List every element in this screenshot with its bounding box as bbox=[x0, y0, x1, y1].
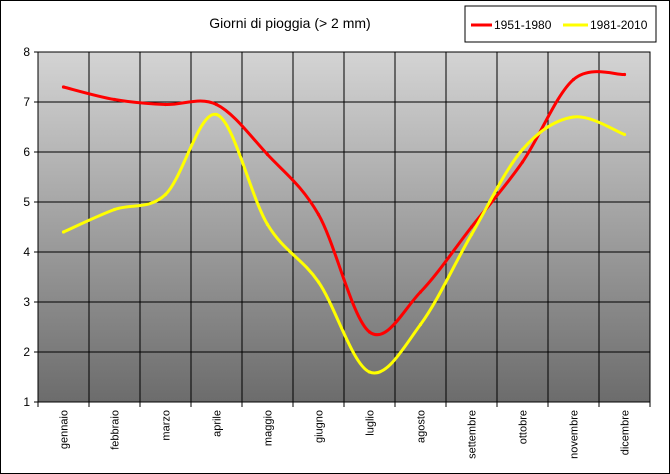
data-point-1981-2010-gennaio bbox=[61, 230, 66, 234]
x-tick-label-novembre: novembre bbox=[569, 410, 581, 459]
data-point-1951-1980-luglio bbox=[367, 330, 372, 334]
x-tick-label-febbraio: febbraio bbox=[110, 410, 122, 450]
data-point-1951-1980-maggio bbox=[265, 152, 270, 157]
series-lines bbox=[61, 70, 627, 375]
data-point-1981-2010-aprile bbox=[214, 112, 219, 117]
data-point-1951-1980-aprile bbox=[214, 102, 219, 107]
data-point-1951-1980-settembre bbox=[469, 225, 474, 229]
data-point-1981-2010-giugno bbox=[316, 280, 321, 284]
x-tick-label-maggio: maggio bbox=[263, 410, 275, 446]
data-point-1981-2010-novembre bbox=[571, 115, 576, 119]
data-point-1951-1980-giugno bbox=[316, 212, 321, 217]
data-point-1981-2010-maggio bbox=[265, 222, 270, 227]
data-point-1951-1980-gennaio bbox=[61, 85, 66, 89]
x-tick-label-agosto: agosto bbox=[416, 410, 428, 443]
y-tick-label: 5 bbox=[23, 195, 30, 209]
data-point-1951-1980-marzo bbox=[163, 102, 168, 107]
y-tick-label: 6 bbox=[23, 145, 30, 159]
x-tick-label-marzo: marzo bbox=[161, 410, 173, 441]
chart-title: Giorni di pioggia (> 2 mm) bbox=[209, 15, 370, 31]
x-tick-label-ottobre: ottobre bbox=[518, 410, 530, 444]
data-point-1951-1980-novembre bbox=[571, 77, 576, 82]
x-tick-label-settembre: settembre bbox=[467, 410, 479, 459]
data-point-1981-2010-agosto bbox=[418, 322, 423, 327]
data-point-1981-2010-febbraio bbox=[112, 207, 117, 212]
data-point-1951-1980-dicembre bbox=[622, 72, 627, 77]
data-point-1981-2010-marzo bbox=[163, 192, 168, 197]
data-point-1981-2010-ottobre bbox=[520, 147, 525, 152]
data-point-1981-2010-settembre bbox=[469, 232, 474, 237]
x-tick-label-aprile: aprile bbox=[212, 410, 224, 437]
y-axis: 1 2 3 4 5 6 7 8 bbox=[23, 45, 38, 409]
data-point-1951-1980-ottobre bbox=[520, 160, 525, 164]
series-line-1981-2010 bbox=[62, 112, 626, 375]
data-point-1981-2010-luglio bbox=[367, 370, 372, 374]
y-tick-label: 7 bbox=[23, 95, 30, 109]
x-tick-label-gennaio: gennaio bbox=[59, 410, 71, 449]
legend-label-1951-1980: 1951-1980 bbox=[494, 18, 552, 32]
x-axis: gennaio febbraio marzo aprile maggio giugno lu… bbox=[37, 402, 651, 459]
x-tick-label-dicembre: dicembre bbox=[620, 410, 632, 455]
legend: 1951-1980 1981-2010 bbox=[464, 5, 657, 43]
y-tick-label: 1 bbox=[23, 395, 30, 409]
x-tick-label-luglio: luglio bbox=[365, 410, 377, 436]
data-point-1951-1980-febbraio bbox=[112, 97, 117, 102]
y-tick-label: 4 bbox=[23, 245, 30, 259]
y-tick-label: 2 bbox=[23, 345, 30, 359]
legend-label-1981-2010: 1981-2010 bbox=[590, 18, 648, 32]
legend-box bbox=[464, 5, 657, 43]
y-tick-label: 3 bbox=[23, 295, 30, 309]
y-tick-label: 8 bbox=[23, 45, 30, 59]
data-point-1981-2010-dicembre bbox=[622, 132, 627, 137]
x-tick-label-giugno: giugno bbox=[314, 410, 326, 443]
data-point-1951-1980-agosto bbox=[418, 290, 423, 294]
